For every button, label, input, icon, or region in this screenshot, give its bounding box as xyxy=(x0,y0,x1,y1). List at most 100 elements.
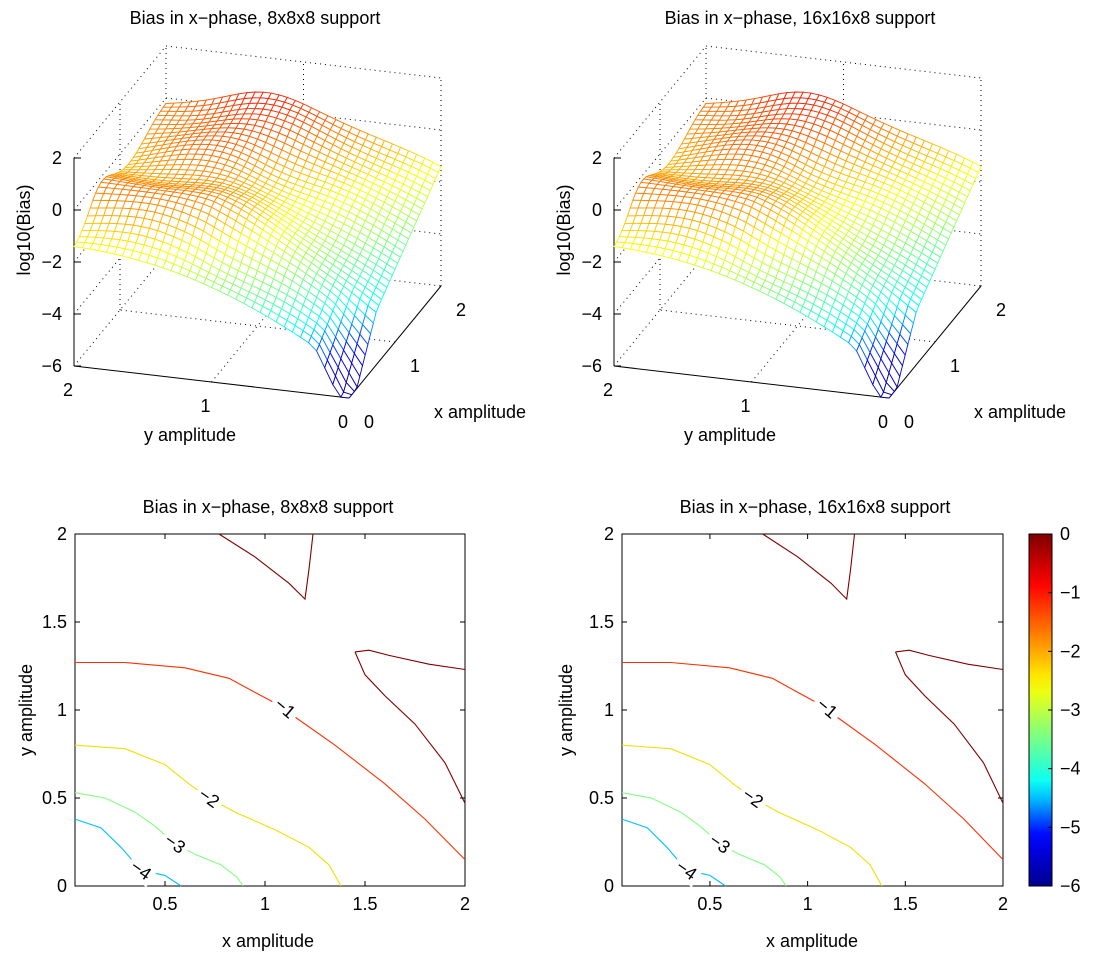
y-tick-label: 0 xyxy=(57,876,67,896)
z-tick-label: −4 xyxy=(41,304,62,324)
colorbar-tick-label: −2 xyxy=(1060,641,1081,661)
box-edge-floor-back xyxy=(73,253,167,367)
contour-line xyxy=(621,744,883,887)
surface-title-8x8x8: Bias in x−phase, 8x8x8 support xyxy=(130,8,381,28)
z-tick-label: 0 xyxy=(52,200,62,220)
box-edge-top-right xyxy=(705,45,982,79)
surface-title-16x16x8: Bias in x−phase, 16x16x8 support xyxy=(665,8,936,28)
x-tick-label: 1 xyxy=(803,894,813,914)
surface-mesh xyxy=(73,91,442,399)
y-tick-label: 0.5 xyxy=(589,788,614,808)
surface-xlabel-8x8x8: x amplitude xyxy=(434,402,526,422)
surface-zlabel-8x8x8: log10(Bias) xyxy=(14,184,34,275)
contour-axes-8x8x8: −1−2−3−40.5 1 1.5 200.511.52 xyxy=(42,524,470,914)
y-tick-label: 1 xyxy=(57,700,67,720)
contour-label-mask xyxy=(701,826,738,861)
x-tick-label: 1.5 xyxy=(893,894,918,914)
x-axis-line xyxy=(348,285,442,399)
y-tick-label: 1.5 xyxy=(42,612,67,632)
grid-line-x-floor xyxy=(119,309,396,343)
y-tick-label: 0.5 xyxy=(42,788,67,808)
x-tick-label: 2 xyxy=(996,300,1006,320)
y-axis-line xyxy=(613,365,890,399)
colorbar-tick-label: −1 xyxy=(1060,583,1081,603)
contour-line xyxy=(354,651,466,804)
x-tick-label: 1.5 xyxy=(352,894,377,914)
contour-label-mask xyxy=(668,853,705,888)
z-tick-label: −2 xyxy=(41,252,62,272)
contour-line xyxy=(621,818,726,887)
y-tick-label: 1.5 xyxy=(589,612,614,632)
colorbar-tick-label: −6 xyxy=(1060,876,1081,896)
x-tick-label: 1 xyxy=(260,894,270,914)
z-tick-label: 2 xyxy=(52,148,62,168)
x-tick-label: 0.5 xyxy=(697,894,722,914)
colorbar-tick-label: −3 xyxy=(1060,700,1081,720)
z-tick-label: −6 xyxy=(581,356,602,376)
x-tick-label: 2 xyxy=(456,300,466,320)
contour-label-mask xyxy=(123,853,159,888)
x-tick-label: 0.5 xyxy=(152,894,177,914)
contour-xlabel-16x16x8: x amplitude xyxy=(766,931,858,951)
box-edge-floor-right xyxy=(705,253,982,287)
y-tick-label: 2 xyxy=(604,524,614,544)
contour-title-16x16x8: Bias in x−phase, 16x16x8 support xyxy=(680,497,951,517)
contour-line xyxy=(74,818,182,887)
y-tick-label: 1 xyxy=(604,700,614,720)
contour-label-mask xyxy=(735,780,771,816)
z-tick-label: 2 xyxy=(592,148,602,168)
contour-title-8x8x8: Bias in x−phase, 8x8x8 support xyxy=(143,497,394,517)
grid-line-z-back xyxy=(73,97,167,211)
contour-label-mask xyxy=(809,690,845,726)
grid-line-x-floor xyxy=(659,309,936,343)
colorbar-tick-label: −4 xyxy=(1060,759,1081,779)
contour-label-mask xyxy=(267,690,303,726)
z-tick-label: 0 xyxy=(592,200,602,220)
contour-plot-8x8x8: Bias in x−phase, 8x8x8 support −1−2−3−40… xyxy=(16,497,470,951)
colorbar-tick-label: −5 xyxy=(1060,817,1081,837)
contour-line xyxy=(895,649,1004,671)
surface-zlabel-16x16x8: log10(Bias) xyxy=(554,184,574,275)
x-axis-line xyxy=(888,285,982,399)
y-tick-label: 0 xyxy=(878,412,888,432)
contour-ylabel-8x8x8: y amplitude xyxy=(16,664,36,756)
y-tick-label: 2 xyxy=(603,380,613,400)
contour-xlabel-8x8x8: x amplitude xyxy=(222,931,314,951)
y-axis-line xyxy=(73,365,350,399)
contour-axes-16x16x8: −1−2−3−40.5 1 1.5 200.511.52 xyxy=(589,524,1008,914)
surface-ylabel-16x16x8: y amplitude xyxy=(684,425,776,445)
contour-line xyxy=(74,744,342,887)
z-tick-label: −2 xyxy=(581,252,602,272)
colorbar-tick-label: 0 xyxy=(1060,524,1070,544)
x-tick-label: 2 xyxy=(460,894,470,914)
contour-line xyxy=(762,533,856,601)
grid-line-z-right xyxy=(705,97,982,131)
surface-plot-8x8x8: Bias in x−phase, 8x8x8 support −6 −4 −2 0 2 0… xyxy=(14,8,526,445)
surface-cell xyxy=(969,161,982,174)
grid-line-z-right xyxy=(165,97,442,131)
contour-line xyxy=(354,649,466,671)
grid-line-z-back xyxy=(613,97,707,211)
y-tick-label: 2 xyxy=(63,380,73,400)
contour-label-mask xyxy=(157,826,193,861)
contour-line xyxy=(894,651,1004,804)
surface-mesh xyxy=(613,91,982,399)
contour-label-mask xyxy=(191,780,227,816)
y-tick-label: 2 xyxy=(57,524,67,544)
x-tick-label: 0 xyxy=(904,412,914,432)
y-tick-label: 1 xyxy=(740,396,750,416)
z-tick-label: −6 xyxy=(41,356,62,376)
box-edge-floor-back xyxy=(613,253,707,367)
contour-plot-16x16x8: Bias in x−phase, 16x16x8 support −1−2−3−… xyxy=(556,497,1008,951)
box-edge-top-right xyxy=(165,45,442,79)
surface-plot-16x16x8: Bias in x−phase, 16x16x8 support −6 −4 −2 0… xyxy=(554,8,1066,445)
x-tick-label: 1 xyxy=(410,356,420,376)
surface-ylabel-8x8x8: y amplitude xyxy=(144,425,236,445)
box-edge-floor-right xyxy=(165,253,442,287)
x-tick-label: 2 xyxy=(998,894,1008,914)
x-tick-label: 0 xyxy=(364,412,374,432)
y-tick-label: 1 xyxy=(200,396,210,416)
surface-axes-16x16x8: −6 −4 −2 0 2 0 1 2 0 1 2 xyxy=(581,45,1006,432)
surface-axes-8x8x8: −6 −4 −2 0 2 0 1 2 0 1 2 xyxy=(41,45,466,432)
